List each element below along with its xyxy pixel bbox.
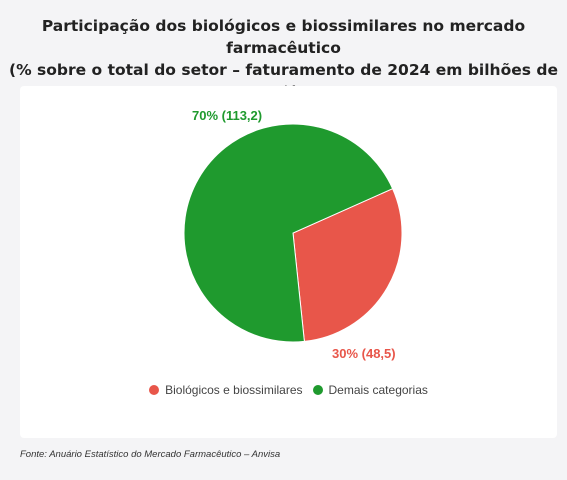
slice-label-demais-categorias: 70% (113,2) [192,108,263,123]
legend-swatch-demais [312,385,323,395]
slice-label-biologicos: 30% (48,5) [332,346,396,361]
legend-swatch-biologicos [149,385,160,395]
legend-label-demais: Demais categorias [328,383,428,397]
legend-item-demais: Demais categorias [312,383,428,397]
legend-item-biologicos: Biológicos e biossimilares [149,383,303,397]
legend: Biológicos e biossimilares Demais catego… [20,383,557,397]
legend-label-biologicos: Biológicos e biossimilares [165,383,303,397]
pie-chart [183,123,403,343]
pie-slice-biologicos [292,188,403,342]
source-note: Fonte: Anuário Estatístico do Mercado Fa… [20,449,281,460]
chart-title-line-1: Participação dos biológicos e biossimila… [41,17,526,57]
chart-card: 70% (113,2) 30% (48,5) Biológicos e bios… [20,86,557,438]
pie-slice-demais-categorias [183,123,394,343]
